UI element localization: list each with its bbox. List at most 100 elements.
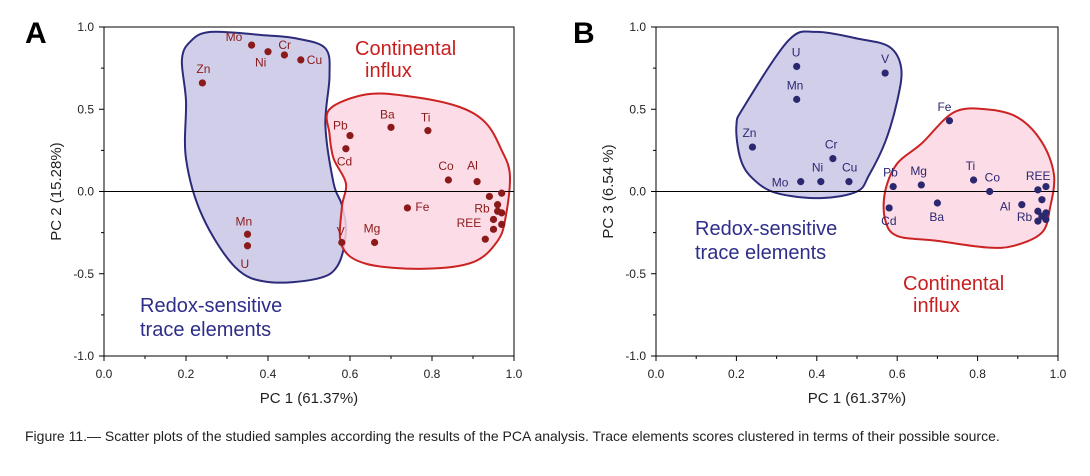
y-axis-label: PC 3 (6.54 %) [600,144,617,238]
figure-caption: Figure 11.— Scatter plots of the studied… [25,428,1000,444]
point-label: Cr [278,38,291,52]
continental-cluster-label: influx [365,60,412,82]
point-label: Zn [196,62,210,76]
y-tick-label: 1.0 [629,20,646,34]
continental-cluster-label: Continental [903,273,1004,295]
data-point [1018,201,1026,209]
data-point [387,123,395,131]
data-point [1042,215,1050,224]
x-tick-label: 0.6 [889,367,906,381]
y-tick-label: 0.5 [77,102,94,116]
point-label: Mn [236,214,253,228]
y-axis-label: PC 2 (15.28%) [48,142,65,240]
data-point [485,192,493,201]
data-point [498,189,506,197]
x-tick-label: 1.0 [1050,367,1067,381]
data-point [885,204,893,212]
data-point [945,117,954,125]
data-point [424,127,432,135]
data-point [489,215,498,224]
point-label: Cd [881,214,896,228]
point-label: Pb [883,166,898,180]
point-label: Ni [812,161,823,175]
continental-cluster-label: Continental [355,38,456,60]
data-point [797,178,805,186]
data-point [889,182,897,191]
x-tick-label: 0.8 [969,367,986,381]
data-point [845,178,853,186]
data-point [473,178,481,186]
data-point [1034,207,1042,215]
data-point [498,209,506,217]
point-label: Mo [772,176,789,190]
redox-cluster-label: Redox-sensitive [695,218,837,240]
redox-cluster-outline [735,30,903,200]
y-tick-label: 0.0 [77,185,94,199]
point-label: Cu [842,161,857,175]
y-tick-label: 1.0 [77,20,94,34]
point-label: Cr [825,138,838,152]
panel-letter: A [25,17,47,50]
y-tick-label: -0.5 [73,267,94,281]
y-tick-label: 0.5 [629,102,646,116]
point-label: V [337,224,345,238]
y-tick-label: -1.0 [625,349,646,363]
redox-cluster-label: trace elements [695,242,826,264]
point-label: V [881,52,889,66]
x-axis-label: PC 1 (61.37%) [260,390,358,407]
data-point [817,178,825,186]
x-tick-label: 0.4 [808,367,825,381]
point-label: Ni [255,56,266,70]
data-point [248,41,256,49]
point-label: Zn [742,126,756,140]
data-point [917,181,925,189]
point-label: Ba [380,107,395,121]
point-label: Ti [966,159,976,173]
panel-b-scatter-plot: B 0.0 0.2 0.4 0.6 0.8 1.0 -1.0 -0.5 0.0 0.5 1.0 PC 1… [573,17,1067,407]
point-label: REE [457,216,482,230]
point-label: Rb [1017,210,1033,224]
x-tick-label: 0.6 [342,367,359,381]
continental-cluster-label: influx [913,295,960,317]
panel-a-scatter-plot: A 0.0 0.2 0.4 0.6 0.8 1.0 -1.0 -0.5 0.0 0.5 1.0 PC 1… [25,17,523,407]
x-tick-label: 0.4 [260,367,277,381]
point-label: Cd [337,155,352,169]
x-tick-label: 1.0 [506,367,523,381]
point-label: Rb [474,201,490,215]
point-label: Co [985,171,1001,185]
data-point [1034,217,1042,225]
data-point [1038,196,1046,204]
data-point [481,235,489,243]
y-tick-label: 0.0 [629,185,646,199]
data-point [881,69,889,77]
x-tick-label: 0.8 [424,367,441,381]
point-label: Mo [226,30,243,44]
continental-cluster-outline [325,92,512,270]
point-label: Fe [937,100,951,114]
data-point [498,220,506,228]
point-label: Al [1000,200,1011,214]
panel-letter: B [573,17,595,50]
data-point [748,143,757,151]
point-label: Fe [415,200,429,214]
data-point [829,155,837,163]
x-tick-label: 0.2 [728,367,745,381]
data-point [243,242,252,250]
point-label: Cu [307,53,322,67]
point-label: Pb [333,119,348,133]
x-tick-label: 0.0 [96,367,113,381]
redox-cluster-label: trace elements [140,319,271,341]
data-point [793,95,801,103]
x-tick-label: 0.2 [178,367,195,381]
point-label: Mg [910,164,927,178]
data-point [338,238,346,247]
data-point [444,176,452,184]
data-point [489,225,498,233]
point-label: REE [1026,169,1051,183]
point-label: U [241,257,250,271]
y-tick-label: -1.0 [73,349,94,363]
data-point [371,238,379,247]
data-point [264,48,272,56]
data-point [243,230,252,238]
